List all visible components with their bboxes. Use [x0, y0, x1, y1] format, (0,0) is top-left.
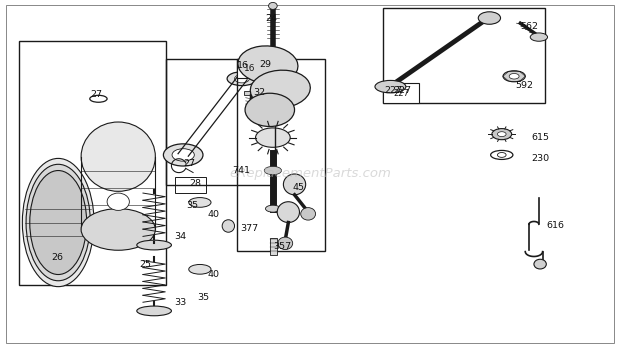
Ellipse shape — [227, 72, 257, 86]
Text: 616: 616 — [546, 221, 564, 230]
Text: 16: 16 — [244, 64, 255, 73]
Text: 35: 35 — [197, 293, 210, 302]
Text: 27: 27 — [183, 159, 195, 168]
Text: 40: 40 — [208, 211, 220, 219]
Ellipse shape — [278, 237, 293, 250]
Circle shape — [255, 128, 290, 147]
Text: 227: 227 — [393, 89, 409, 98]
Ellipse shape — [268, 2, 277, 9]
Ellipse shape — [509, 73, 519, 79]
Text: 29: 29 — [259, 60, 272, 69]
Ellipse shape — [277, 202, 299, 222]
Text: eReplacementParts.com: eReplacementParts.com — [229, 167, 391, 181]
Ellipse shape — [503, 71, 525, 82]
Bar — [237, 59, 325, 251]
Text: 32: 32 — [253, 88, 265, 97]
Text: 40: 40 — [208, 270, 220, 279]
Ellipse shape — [534, 259, 546, 269]
Text: 592: 592 — [515, 81, 533, 90]
Ellipse shape — [107, 193, 130, 211]
Text: 45: 45 — [293, 183, 304, 192]
Ellipse shape — [188, 264, 211, 274]
Bar — [383, 83, 419, 103]
Ellipse shape — [375, 80, 406, 93]
Ellipse shape — [245, 93, 294, 127]
Text: 615: 615 — [531, 133, 549, 142]
Ellipse shape — [250, 70, 310, 108]
Ellipse shape — [188, 198, 211, 207]
Ellipse shape — [22, 158, 94, 287]
Bar — [175, 177, 206, 193]
Text: 230: 230 — [531, 154, 549, 163]
Text: 227: 227 — [384, 86, 402, 95]
Ellipse shape — [478, 12, 500, 24]
Text: 741: 741 — [232, 166, 250, 175]
Ellipse shape — [164, 144, 203, 166]
Bar — [270, 238, 277, 255]
Bar — [383, 8, 545, 103]
Text: 34: 34 — [174, 232, 186, 241]
Text: 357: 357 — [273, 242, 291, 251]
Text: 24: 24 — [265, 14, 278, 23]
Bar — [244, 91, 257, 95]
Ellipse shape — [264, 166, 281, 175]
Ellipse shape — [137, 240, 172, 250]
Ellipse shape — [137, 306, 172, 316]
Ellipse shape — [234, 74, 249, 83]
Text: 35: 35 — [186, 201, 198, 210]
Text: 227: 227 — [394, 86, 412, 95]
Text: 562: 562 — [520, 22, 538, 31]
Bar — [167, 59, 275, 185]
Text: 377: 377 — [241, 224, 259, 233]
Ellipse shape — [301, 208, 316, 220]
Text: 25: 25 — [140, 260, 151, 269]
Text: 16: 16 — [237, 61, 249, 70]
Bar — [237, 59, 263, 78]
Text: 33: 33 — [174, 298, 186, 307]
Ellipse shape — [497, 132, 506, 136]
Ellipse shape — [30, 171, 87, 275]
Text: 26: 26 — [51, 253, 63, 262]
Ellipse shape — [81, 122, 156, 191]
Ellipse shape — [530, 33, 547, 41]
Ellipse shape — [222, 220, 234, 232]
Ellipse shape — [492, 129, 512, 140]
Text: 27: 27 — [91, 90, 102, 99]
Ellipse shape — [265, 205, 280, 212]
Text: 28: 28 — [189, 179, 202, 188]
Ellipse shape — [283, 174, 306, 195]
Ellipse shape — [238, 46, 298, 84]
Ellipse shape — [26, 164, 91, 281]
Ellipse shape — [81, 209, 156, 250]
Ellipse shape — [172, 149, 194, 161]
Bar — [19, 41, 167, 285]
